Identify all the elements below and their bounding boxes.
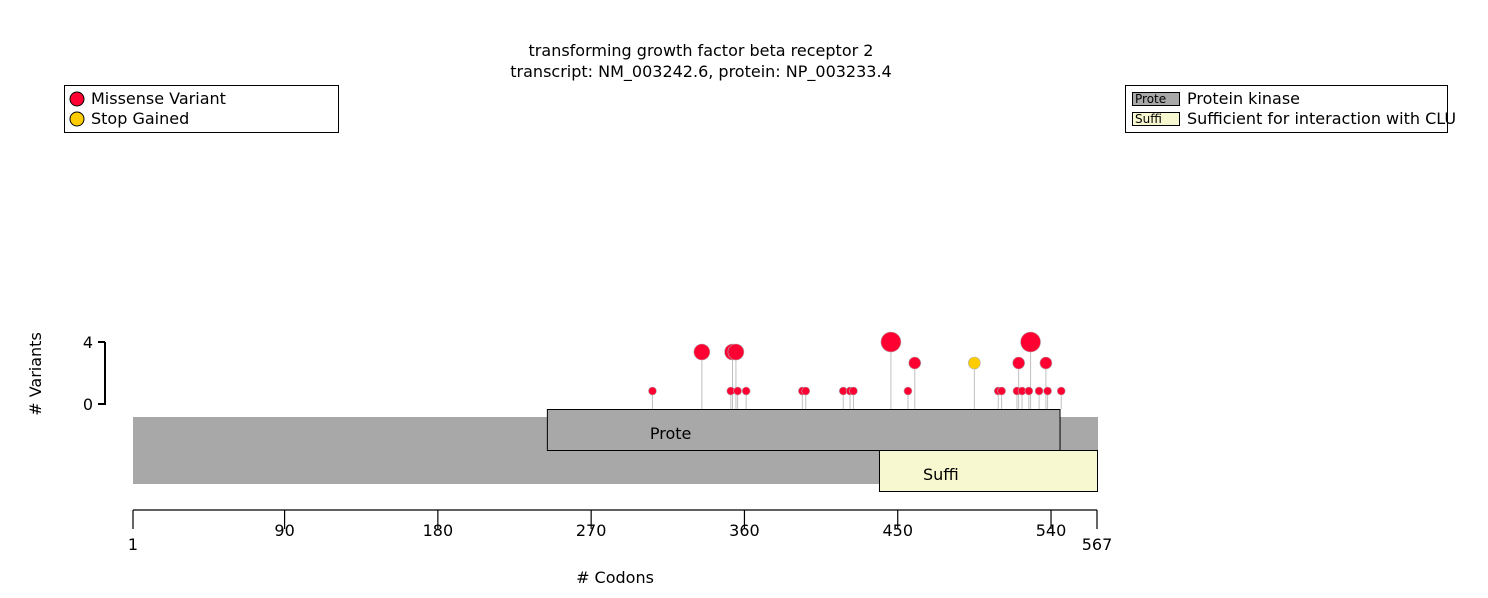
domain-label-sufficient-clu: Suffi [923,465,959,484]
y-axis: 4 0 # Variants [26,332,106,416]
variant-marker-missense[interactable] [880,331,902,353]
x-tick-label: 1 [128,535,138,554]
y-tick-label-0: 0 [83,395,93,414]
protein-track: Prote Suffi [133,409,1098,492]
domain-box-protein-kinase [546,409,1061,451]
x-tick-label: 270 [576,521,607,540]
x-tick-label: 567 [1082,535,1113,554]
x-tick-label: 90 [274,521,294,540]
variant-heads [648,331,1066,396]
variant-marker-missense[interactable] [733,386,742,396]
legend-swatch-label-protein-kinase: Prote [1135,92,1166,106]
legend-marker-missense [69,91,85,107]
variant-marker-missense[interactable] [1056,386,1066,396]
legend-label-missense: Missense Variant [91,89,226,108]
variant-marker-missense[interactable] [1043,386,1052,396]
y-axis-label: # Variants [26,332,45,416]
y-tick-label-4: 4 [83,333,93,352]
chart-title-line2: transcript: NM_003242.6, protein: NP_003… [510,62,891,82]
legend-marker-stop-gained [69,111,85,127]
variant-legend: Missense Variant Stop Gained [64,85,339,133]
legend-swatch-sufficient-clu [1132,112,1180,126]
x-axis-label: # Codons [576,568,654,587]
legend-swatch-protein-kinase [1132,92,1180,106]
variant-marker-missense[interactable] [1024,386,1034,396]
variant-marker-missense[interactable] [648,386,657,396]
variant-marker-missense[interactable] [1039,356,1053,370]
variant-marker-missense[interactable] [801,386,811,396]
variant-marker-missense[interactable] [1012,356,1025,370]
legend-label-stop-gained: Stop Gained [91,109,189,128]
x-tick-label: 450 [882,521,913,540]
variant-marker-missense[interactable] [997,386,1006,396]
variant-legend-frame [64,85,339,133]
x-tick-label: 360 [729,521,760,540]
variant-marker-missense[interactable] [693,343,711,361]
variant-marker-missense[interactable] [903,386,913,396]
x-axis: # Codons 1 90 180 270 360 450 540 567 [128,509,1113,587]
variant-marker-missense[interactable] [908,356,922,370]
variant-marker-stop-gained[interactable] [968,356,981,370]
variant-marker-missense[interactable] [1020,331,1041,353]
x-tick-label: 540 [1036,521,1067,540]
variant-marker-missense[interactable] [741,386,751,396]
legend-label-sufficient-clu: Sufficient for interaction with CLU [1187,109,1456,128]
domain-legend: Prote Protein kinase Suffi Sufficient fo… [1125,85,1456,133]
variant-marker-missense[interactable] [727,343,745,361]
domain-box-sufficient-clu [878,450,1098,492]
domain-label-protein-kinase: Prote [650,424,692,443]
variant-marker-missense[interactable] [849,386,858,396]
variant-marker-missense[interactable] [1034,386,1044,396]
chart-title-line1: transforming growth factor beta receptor… [529,41,874,60]
variant-stems [651,342,1062,409]
legend-swatch-label-sufficient-clu: Suffi [1135,112,1162,126]
legend-label-protein-kinase: Protein kinase [1187,89,1300,108]
x-tick-label: 180 [423,521,454,540]
